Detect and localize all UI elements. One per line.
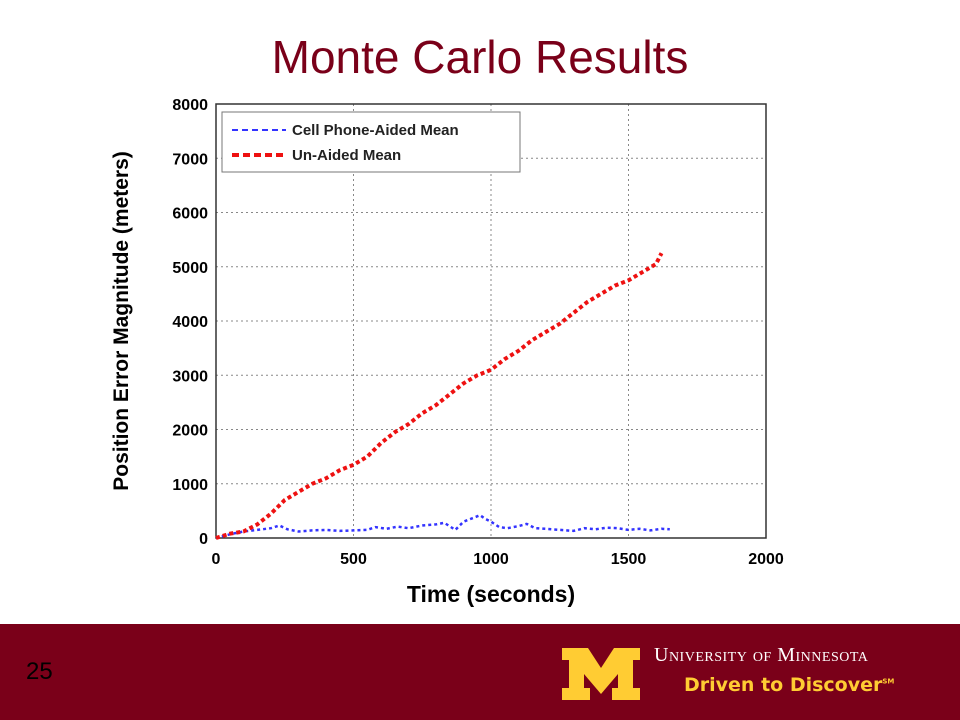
- y-tick-label: 5000: [172, 260, 208, 277]
- y-tick-label: 8000: [172, 97, 208, 114]
- x-tick-label: 2000: [748, 551, 784, 568]
- y-tick-labels: 0 1000 2000 3000 4000 5000 6000 7000 8000: [172, 97, 208, 548]
- slide-title: Monte Carlo Results: [271, 31, 689, 83]
- service-mark: SM: [882, 677, 895, 686]
- block-m-icon: [562, 648, 640, 700]
- y-axis-label: Position Error Magnitude (meters): [110, 151, 133, 491]
- university-logo: University of Minnesota Driven to Discov…: [560, 642, 940, 706]
- x-tick-label: 500: [340, 551, 367, 568]
- series-line-un-aided: [215, 252, 664, 540]
- y-tick-label: 1000: [172, 477, 208, 494]
- x-axis-label: Time (seconds): [407, 581, 575, 607]
- y-tick-label: 6000: [172, 206, 208, 223]
- series-line-cell-phone-aided: [215, 513, 670, 540]
- tagline: Driven to DiscoverSM: [684, 674, 895, 696]
- legend-label-cell-phone-aided: Cell Phone-Aided Mean: [292, 122, 459, 139]
- university-name: University of Minnesota: [654, 644, 869, 666]
- page-number: 25: [26, 658, 53, 685]
- y-tick-label: 3000: [172, 368, 208, 385]
- legend-label-un-aided: Un-Aided Mean: [292, 147, 401, 164]
- y-tick-label: 2000: [172, 423, 208, 440]
- x-tick-label: 0: [212, 551, 221, 568]
- x-tick-label: 1500: [611, 551, 647, 568]
- series-lines: [215, 252, 670, 540]
- x-tick-label: 1000: [473, 551, 509, 568]
- y-tick-label: 4000: [172, 314, 208, 331]
- plot-frame: [215, 103, 767, 539]
- y-tick-label: 7000: [172, 151, 208, 168]
- legend-box: [221, 111, 521, 173]
- legend: Cell Phone-Aided Mean Un-Aided Mean: [221, 111, 521, 173]
- position-error-chart: 0 1000 2000 3000 4000 5000 6000 7000 8000 0 500 10…: [110, 97, 784, 607]
- x-tick-labels: 0 500 1000 1500 2000: [212, 551, 784, 568]
- y-tick-label: 0: [199, 531, 208, 548]
- footer-bar: 25 University of Minnesota Driven to Dis…: [0, 624, 960, 720]
